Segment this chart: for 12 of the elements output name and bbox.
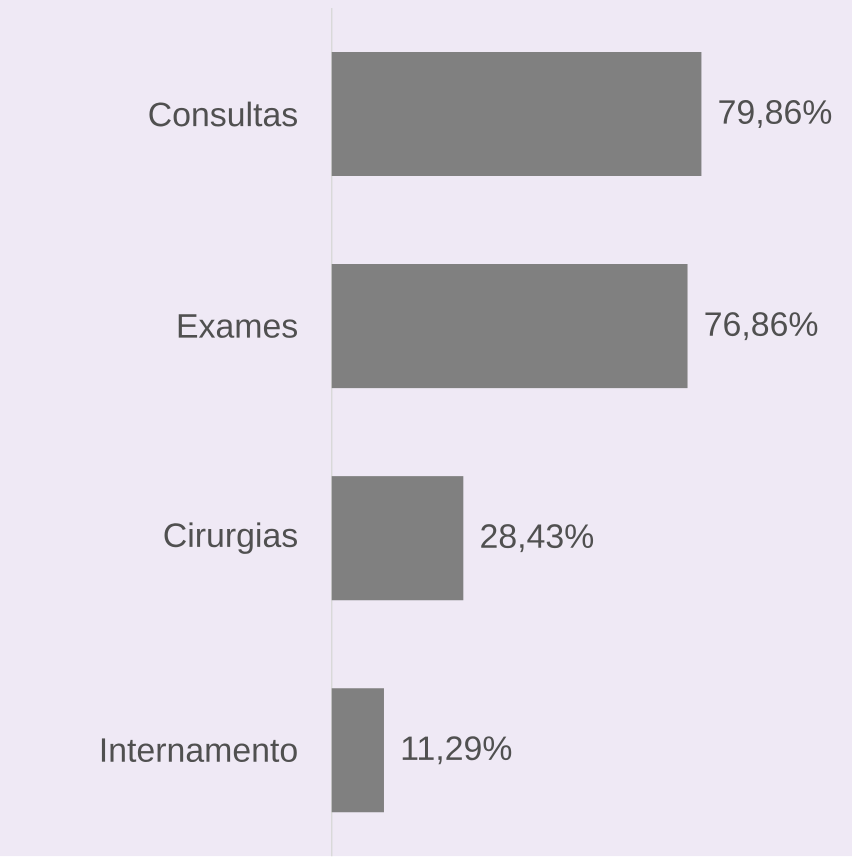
data-label: 79,86%: [719, 100, 832, 128]
bar: [332, 264, 688, 388]
bar: [332, 52, 702, 176]
y-tick-label: Consultas: [149, 102, 297, 126]
y-tick-label: Exames: [178, 314, 297, 338]
data-label: 28,43%: [481, 524, 593, 552]
data-label: 11,29%: [402, 736, 512, 764]
data-label: 76,86%: [705, 312, 818, 340]
y-tick-label: Internamento: [102, 738, 297, 762]
bar: [332, 476, 464, 600]
y-tick-label: Cirurgias: [164, 522, 297, 554]
bar: [332, 688, 384, 812]
